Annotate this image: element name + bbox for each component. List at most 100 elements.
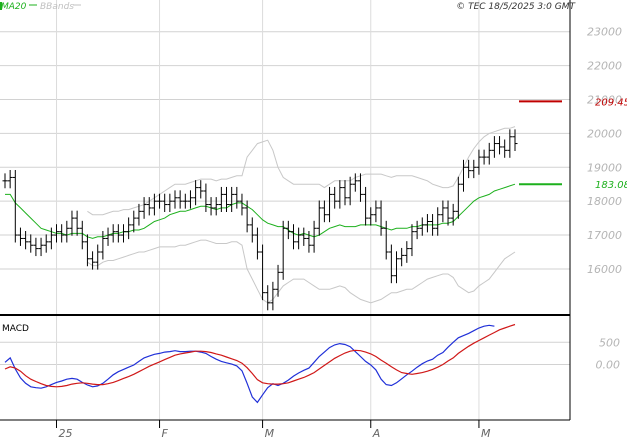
- ohlc-bar: [352, 173, 358, 192]
- ohlc-bar: [373, 200, 379, 223]
- price-tick-label: 23000: [587, 26, 622, 39]
- ohlc-bar: [218, 186, 224, 213]
- x-tick-label: A: [372, 427, 381, 440]
- price-tick-label: 21000: [587, 94, 622, 107]
- ohlc-bar: [404, 241, 410, 263]
- ohlc-bar: [48, 227, 54, 250]
- ohlc-bar: [476, 149, 482, 175]
- ohlc-bar: [512, 129, 518, 152]
- price-tick-label: 18000: [587, 195, 622, 208]
- ohlc-bar: [126, 217, 132, 240]
- ohlc-bar: [466, 159, 472, 179]
- ohlc-bar: [254, 227, 260, 260]
- ohlc-bar: [69, 210, 75, 236]
- ohlc-bar: [33, 237, 39, 257]
- ohlc-bar: [435, 207, 441, 236]
- ohlc-bar: [419, 217, 425, 236]
- ohlc-bar: [497, 136, 503, 155]
- ohlc-bar: [193, 180, 199, 206]
- ma20-line: [5, 183, 516, 239]
- price-tick-label: 19000: [587, 161, 622, 174]
- ohlc-bar: [146, 197, 152, 216]
- x-tick-label: F: [162, 427, 169, 440]
- ohlc-bar: [208, 197, 214, 216]
- ohlc-bar: [383, 220, 389, 260]
- ohlc-bar: [265, 285, 271, 311]
- ohlc-bar: [280, 220, 286, 280]
- ohlc-bar: [100, 230, 106, 260]
- ohlc-bar: [455, 176, 461, 219]
- ohlc-bar: [440, 200, 446, 223]
- macd-axis: 0.00 500: [596, 336, 621, 371]
- ohlc-bar: [162, 193, 168, 213]
- ohlc-bar: [23, 230, 29, 250]
- x-gridlines: [56, 0, 480, 420]
- legend-ma20-swatch: [0, 2, 2, 10]
- price-tick-label: 17000: [587, 229, 622, 242]
- ohlc-bar: [151, 193, 157, 216]
- ohlc-bar: [270, 281, 276, 311]
- ohlc-bar: [316, 200, 322, 236]
- ohlc-bar: [43, 234, 49, 253]
- ohlc-bar: [157, 193, 163, 209]
- ohlc-bar: [38, 237, 44, 257]
- ohlc-bar: [491, 136, 497, 158]
- ohlc-bar: [115, 224, 121, 243]
- price-axis: 16000 17000 18000 19000 20000 21000 22000 23000: [587, 26, 622, 276]
- ohlc-bar: [260, 244, 266, 301]
- legend-bbands: BBands: [40, 2, 74, 12]
- x-tick-label: M: [481, 427, 491, 440]
- ohlc-bar: [363, 186, 369, 226]
- ohlc-bar: [342, 180, 348, 206]
- ohlc-bar: [414, 220, 420, 240]
- ohlc-bars: [2, 129, 518, 311]
- ohlc-bar: [213, 197, 219, 216]
- ohlc-bar: [249, 217, 255, 243]
- ohlc-bar: [224, 186, 230, 213]
- ohlc-bar: [131, 210, 137, 233]
- ohlc-bar: [136, 203, 142, 226]
- ohlc-bar: [306, 230, 312, 253]
- macd-gridlines: [0, 341, 570, 366]
- ohlc-bar: [450, 203, 456, 226]
- macd-line: [4, 324, 495, 404]
- x-tick-label: M: [265, 427, 275, 440]
- ohlc-bar: [141, 197, 147, 219]
- price-tick-label: 20000: [587, 127, 622, 140]
- ohlc-bar: [357, 173, 363, 202]
- macd-panel-label: MACD: [2, 324, 29, 334]
- ohlc-bar: [90, 251, 96, 270]
- x-axis: 25 F M A M: [56, 420, 491, 440]
- ohlc-bar: [445, 200, 451, 226]
- ohlc-bar: [54, 224, 60, 243]
- ohlc-bar: [95, 244, 101, 270]
- ohlc-bar: [507, 129, 513, 158]
- ohlc-bar: [105, 227, 111, 246]
- ohlc-bar: [301, 227, 307, 246]
- ohlc-bar: [203, 183, 209, 213]
- price-gridlines: [0, 31, 570, 270]
- ohlc-bar: [378, 200, 384, 236]
- ohlc-bar: [198, 180, 204, 199]
- ohlc-bar: [239, 193, 245, 216]
- ohlc-bar: [64, 220, 70, 243]
- ohlc-bar: [182, 193, 188, 209]
- ohlc-bar: [424, 214, 430, 233]
- ohlc-bar: [486, 142, 492, 165]
- ohlc-bar: [347, 176, 353, 206]
- ohlc-bar: [368, 207, 374, 226]
- ohlc-bar: [244, 200, 250, 233]
- ohlc-bar: [399, 247, 405, 267]
- price-tick-label: 22000: [587, 60, 622, 73]
- ohlc-bar: [481, 149, 487, 165]
- ohlc-bar: [74, 210, 80, 236]
- price-markers: 209.45 183.08: [519, 97, 627, 191]
- ohlc-bar: [311, 220, 317, 253]
- ohlc-bar: [275, 264, 281, 297]
- ohlc-bar: [110, 224, 116, 243]
- marker-label: 183.08: [595, 180, 627, 191]
- ohlc-bar: [79, 220, 85, 250]
- copyright-credit: © TEC 18/5/2025 3:0 GMT: [456, 2, 576, 12]
- marker-label: 209.45: [595, 97, 627, 108]
